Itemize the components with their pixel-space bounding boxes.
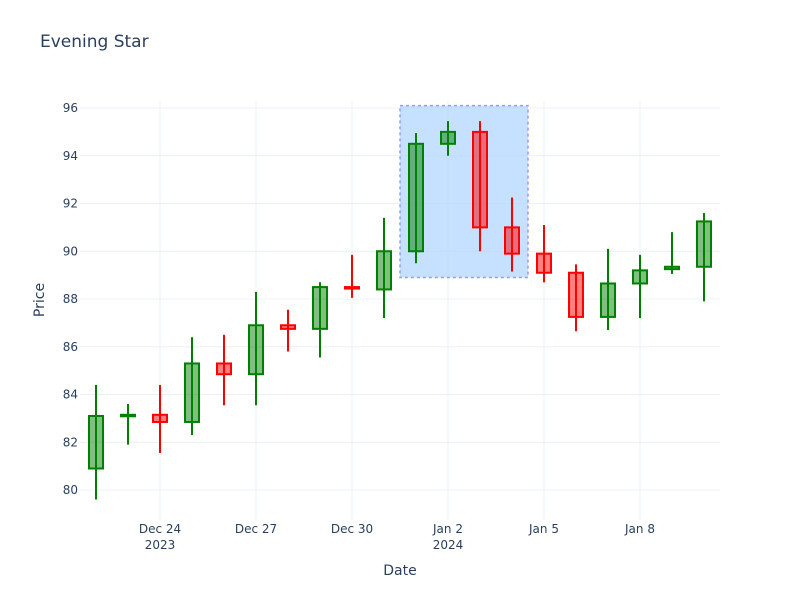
y-tick-label: 82 <box>63 435 78 449</box>
x-axis: Dec 24 2023 Dec 27 Dec 30 Jan 2 2024 Jan 5 Jan … <box>139 522 655 552</box>
candle-2024-01-01 <box>408 133 424 264</box>
candle-body <box>344 286 360 290</box>
candle-2024-01-10 <box>696 213 712 302</box>
y-axis: 80 82 84 86 88 90 92 94 96 <box>63 101 78 497</box>
candle-body <box>184 362 200 423</box>
candle-2023-12-27 <box>248 291 264 406</box>
x-axis-title: Date <box>383 563 416 579</box>
candle-2023-12-29 <box>312 282 328 358</box>
x-tick-year-label: 2023 <box>145 538 176 552</box>
candle-body <box>280 324 296 330</box>
candle-body <box>152 413 168 423</box>
y-axis-title: Price <box>32 283 48 317</box>
candle-2023-12-22 <box>88 384 104 500</box>
candle-2023-12-26 <box>216 334 232 406</box>
y-tick-label: 96 <box>63 101 78 115</box>
candles <box>88 121 712 500</box>
candle-2024-01-04 <box>504 197 520 272</box>
x-tick-label: Dec 24 <box>139 522 181 536</box>
x-tick-label: Dec 27 <box>235 522 277 536</box>
candle-2023-12-23 <box>120 404 136 445</box>
y-tick-label: 80 <box>63 483 78 497</box>
y-tick-label: 84 <box>63 388 78 402</box>
x-tick-year-label: 2024 <box>433 538 464 552</box>
candle-body <box>216 362 232 376</box>
candle-body <box>600 282 616 318</box>
candle-body <box>472 130 488 229</box>
candle-body <box>440 130 456 145</box>
candle-2024-01-06 <box>568 264 584 332</box>
candle-2024-01-07 <box>600 248 616 331</box>
y-tick-label: 90 <box>63 244 78 258</box>
candle-2024-01-03 <box>472 121 488 252</box>
candle-body <box>376 250 392 291</box>
candle-2023-12-24 <box>152 384 168 453</box>
candle-body <box>664 265 680 271</box>
candle-2023-12-31 <box>376 217 392 319</box>
x-tick-label: Dec 30 <box>331 522 373 536</box>
candle-body <box>248 324 264 376</box>
candle-2024-01-08 <box>632 254 648 319</box>
chart-title: Evening Star <box>40 32 149 52</box>
x-tick-label: Jan 5 <box>528 522 559 536</box>
y-tick-label: 88 <box>63 292 78 306</box>
candle-2024-01-09 <box>664 232 680 274</box>
candle-body <box>536 252 552 274</box>
x-tick-label: Jan 2 <box>432 522 463 536</box>
candle-2023-12-28 <box>280 309 296 352</box>
candle-body <box>408 142 424 253</box>
candle-body <box>632 269 648 285</box>
candle-body <box>312 286 328 330</box>
candle-body <box>120 413 136 418</box>
y-tick-label: 94 <box>63 149 78 163</box>
candle-2023-12-30 <box>344 254 360 298</box>
candle-body <box>568 271 584 318</box>
candle-2023-12-25 <box>184 337 200 436</box>
candle-2024-01-02 <box>440 121 456 156</box>
candle-2024-01-05 <box>536 224 552 283</box>
candle-body <box>696 220 712 268</box>
candle-body <box>504 226 520 255</box>
y-tick-label: 92 <box>63 197 78 211</box>
candle-body <box>88 414 104 470</box>
y-tick-label: 86 <box>63 340 78 354</box>
x-tick-label: Jan 8 <box>624 522 655 536</box>
